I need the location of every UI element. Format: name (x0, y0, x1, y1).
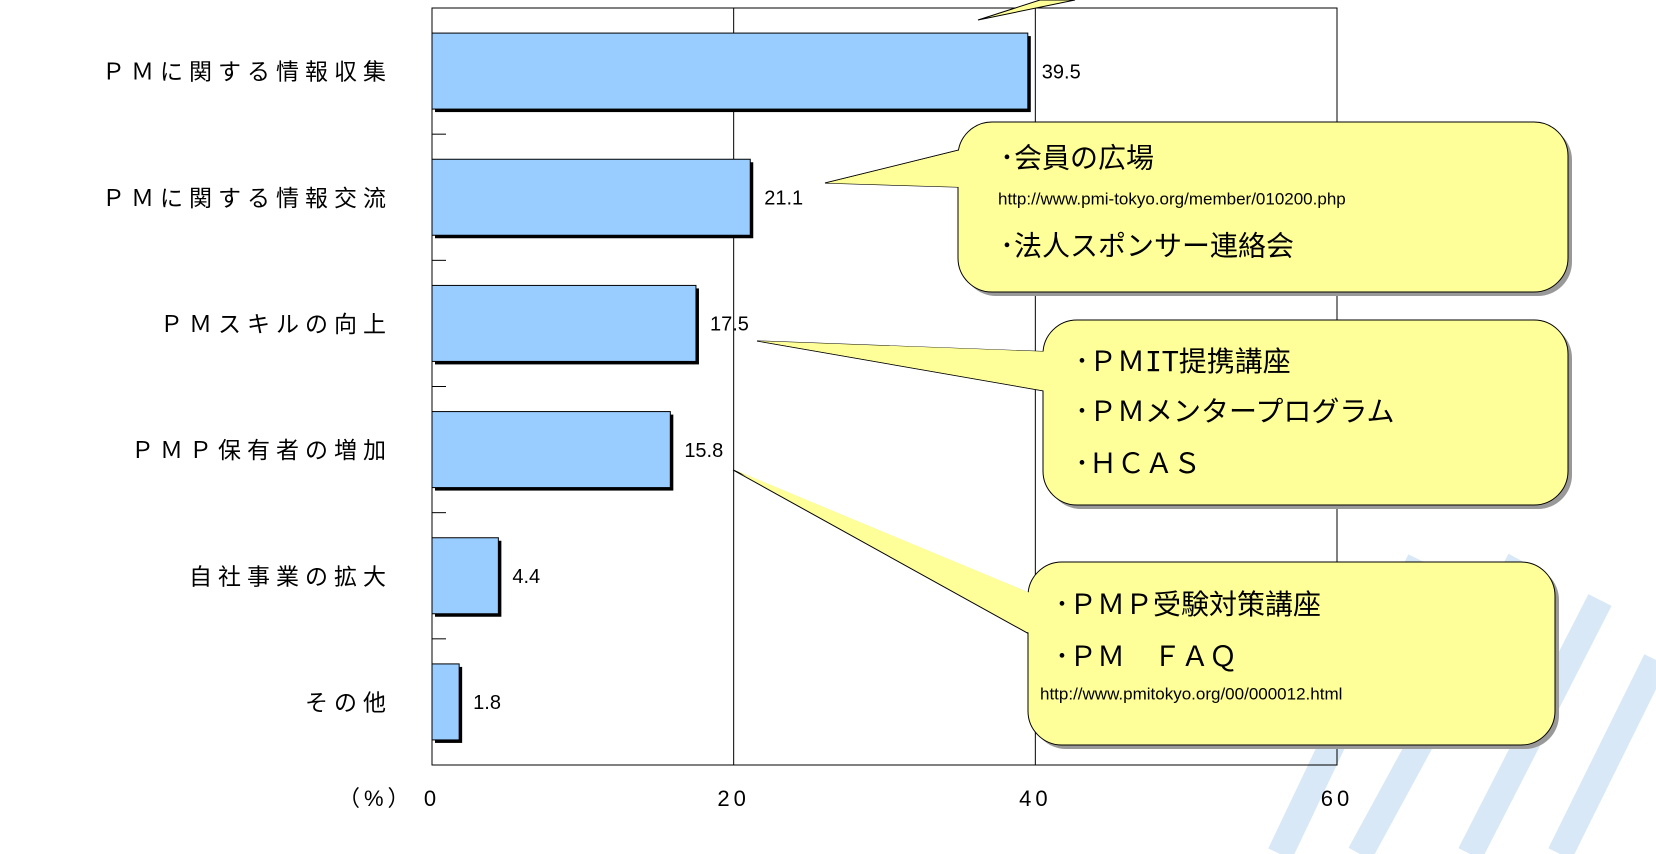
y-tick-label: ＰＭＰ保有者の増加 (131, 438, 392, 464)
callout: ･ＰＭIT提携講座 ･ＰＭメンタープログラム ･ＨＣＡＳ (756, 319, 1572, 509)
bar (431, 411, 671, 489)
bar (431, 158, 751, 236)
callout-text: ･ＰＭメンタープログラム (1075, 395, 1394, 428)
value-label: 4.4 (512, 566, 540, 588)
callout-joint (735, 470, 1047, 640)
callout-text: ･ＰＭIT提携講座 (1075, 345, 1291, 378)
value-label: 15.8 (684, 440, 723, 462)
x-tick-label: 20 (717, 786, 749, 811)
callout-text: ･ＰＭ ＦＡＱ (1055, 640, 1237, 673)
callout-text: ･ＨＣＡＳ (1075, 447, 1201, 480)
callout-joint (759, 341, 1057, 392)
x-tick-label: 0 (424, 786, 440, 811)
callout-joint (827, 146, 992, 188)
value-label: 21.1 (764, 188, 803, 210)
callout-text: ･会員の広場 (1000, 142, 1154, 173)
callout-box (1042, 319, 1569, 506)
bar (431, 284, 697, 362)
x-tick-label: 60 (1321, 786, 1353, 811)
y-tick-label: ＰＭに関する情報交流 (102, 186, 392, 212)
y-tick-label: その他 (305, 690, 392, 716)
x-axis-label: （%） (338, 786, 414, 811)
value-label: 17.5 (710, 314, 749, 336)
callout-box (957, 121, 1569, 293)
y-tick-label: 自社事業の拡大 (189, 564, 392, 590)
bar (431, 32, 1029, 110)
callout-text: http://www.pmitokyo.org/00/000012.html (1040, 684, 1342, 703)
callout: ･ＰＭＰ受験対策講座 ･ＰＭ ＦＡＱ http://www.pmitokyo.org… (732, 469, 1559, 749)
value-label: 39.5 (1042, 61, 1081, 83)
x-tick-label: 40 (1019, 786, 1051, 811)
callout-box (1027, 561, 1556, 746)
callout-text: ･ＰＭＰ受験対策講座 (1055, 588, 1321, 621)
callout: ･会員の広場 http://www.pmi-tokyo.org/member/01… (824, 121, 1572, 296)
bar (431, 537, 499, 615)
callout-text: http://www.pmi-tokyo.org/member/010200.p… (998, 189, 1346, 208)
callout-text: ･法人スポンサー連絡会 (1000, 230, 1294, 261)
callout-pointer (977, 0, 1076, 21)
bar (431, 663, 460, 741)
y-tick-label: ＰＭに関する情報収集 (102, 60, 392, 86)
watermark-stroke (1548, 654, 1656, 854)
value-label: 1.8 (473, 692, 501, 714)
y-tick-label: ＰＭスキルの向上 (160, 312, 392, 338)
